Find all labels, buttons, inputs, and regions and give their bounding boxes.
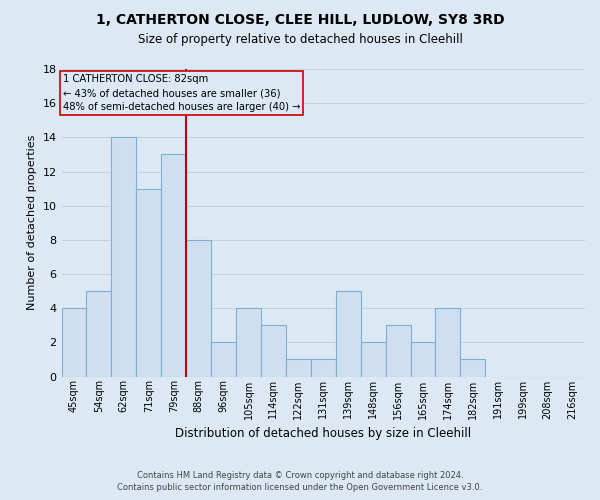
Bar — [112, 138, 136, 376]
Text: Size of property relative to detached houses in Cleehill: Size of property relative to detached ho… — [137, 32, 463, 46]
Bar — [261, 326, 286, 376]
Bar — [286, 360, 311, 376]
Bar — [410, 342, 436, 376]
Bar — [336, 291, 361, 376]
X-axis label: Distribution of detached houses by size in Cleehill: Distribution of detached houses by size … — [175, 427, 472, 440]
Y-axis label: Number of detached properties: Number of detached properties — [27, 135, 37, 310]
Bar — [161, 154, 186, 376]
Bar — [311, 360, 336, 376]
Text: 1, CATHERTON CLOSE, CLEE HILL, LUDLOW, SY8 3RD: 1, CATHERTON CLOSE, CLEE HILL, LUDLOW, S… — [95, 12, 505, 26]
Bar — [136, 188, 161, 376]
Bar — [86, 291, 112, 376]
Bar — [460, 360, 485, 376]
Bar — [236, 308, 261, 376]
Bar — [436, 308, 460, 376]
Bar — [62, 308, 86, 376]
Text: Contains HM Land Registry data © Crown copyright and database right 2024.
Contai: Contains HM Land Registry data © Crown c… — [118, 471, 482, 492]
Text: 1 CATHERTON CLOSE: 82sqm
← 43% of detached houses are smaller (36)
48% of semi-d: 1 CATHERTON CLOSE: 82sqm ← 43% of detach… — [63, 74, 300, 112]
Bar — [361, 342, 386, 376]
Bar — [211, 342, 236, 376]
Bar — [386, 326, 410, 376]
Bar — [186, 240, 211, 376]
